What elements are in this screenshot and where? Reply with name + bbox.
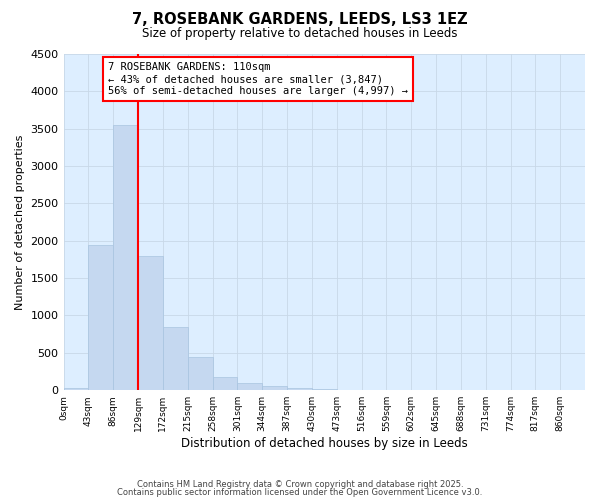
Text: Contains public sector information licensed under the Open Government Licence v3: Contains public sector information licen…	[118, 488, 482, 497]
Bar	[262, 386, 287, 390]
Text: Contains HM Land Registry data © Crown copyright and database right 2025.: Contains HM Land Registry data © Crown c…	[137, 480, 463, 489]
Bar	[238, 382, 262, 390]
Bar	[163, 326, 188, 390]
Bar	[113, 125, 138, 390]
Bar	[287, 388, 312, 390]
X-axis label: Distribution of detached houses by size in Leeds: Distribution of detached houses by size …	[181, 437, 467, 450]
Bar	[64, 388, 88, 390]
Bar	[138, 256, 163, 390]
Bar	[188, 356, 212, 390]
Text: 7, ROSEBANK GARDENS, LEEDS, LS3 1EZ: 7, ROSEBANK GARDENS, LEEDS, LS3 1EZ	[132, 12, 468, 28]
Bar	[88, 244, 113, 390]
Text: Size of property relative to detached houses in Leeds: Size of property relative to detached ho…	[142, 28, 458, 40]
Bar	[212, 377, 238, 390]
Y-axis label: Number of detached properties: Number of detached properties	[15, 134, 25, 310]
Text: 7 ROSEBANK GARDENS: 110sqm
← 43% of detached houses are smaller (3,847)
56% of s: 7 ROSEBANK GARDENS: 110sqm ← 43% of deta…	[108, 62, 408, 96]
